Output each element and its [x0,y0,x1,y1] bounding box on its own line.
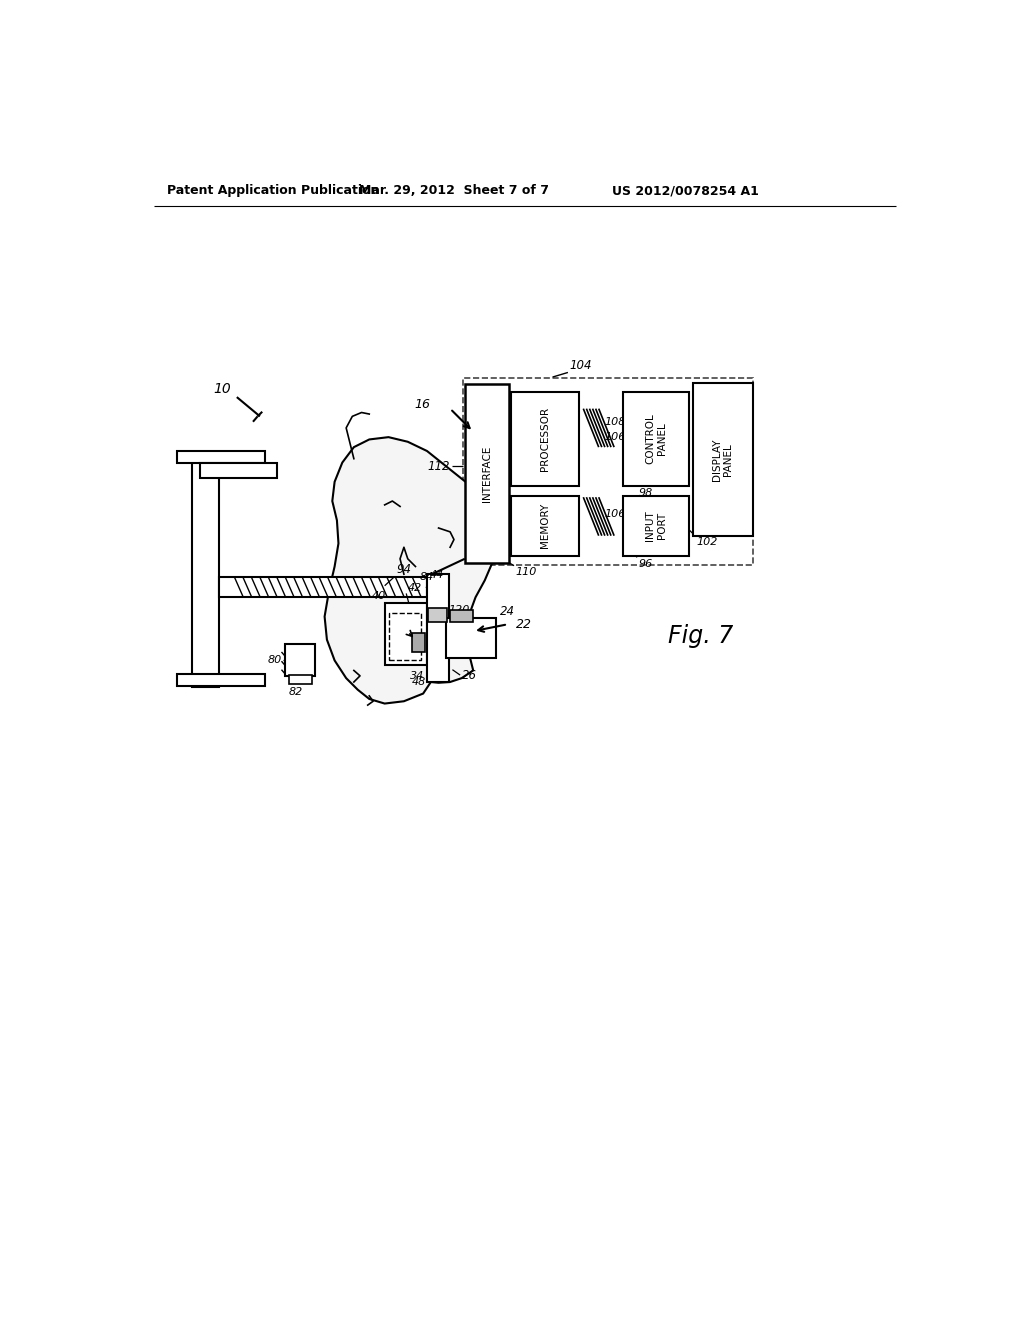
Text: 94: 94 [396,562,412,576]
Text: 16: 16 [415,399,431,412]
Text: 110: 110 [515,568,537,577]
Text: 98: 98 [639,488,653,498]
Text: 22: 22 [515,618,531,631]
Text: Patent Application Publication: Patent Application Publication [167,185,379,197]
Bar [177,673,265,686]
Text: 40: 40 [372,591,386,601]
Bar [465,384,509,562]
Bar [219,577,427,598]
Text: 34: 34 [411,671,425,681]
Bar [177,451,265,463]
Text: 42: 42 [408,582,422,593]
PathPatch shape [325,437,497,704]
Bar [285,644,315,676]
Bar [692,383,753,536]
Text: 120: 120 [449,605,470,615]
Text: 84: 84 [420,572,434,582]
Bar [385,603,427,665]
Text: 112: 112 [428,459,451,473]
Bar [427,574,449,682]
Text: 102: 102 [696,537,718,548]
Bar [511,496,579,556]
Bar [193,457,219,686]
Bar [428,609,447,622]
Text: 82: 82 [289,686,303,697]
Text: Fig. 7: Fig. 7 [668,624,733,648]
Bar [463,378,753,565]
Bar [412,632,425,652]
Bar [624,392,689,487]
Text: Mar. 29, 2012  Sheet 7 of 7: Mar. 29, 2012 Sheet 7 of 7 [359,185,549,197]
Bar [624,496,689,556]
Bar [289,675,312,684]
Text: 26: 26 [462,669,476,682]
Text: DISPLAY
PANEL: DISPLAY PANEL [712,438,733,480]
Text: 10: 10 [214,383,231,396]
Text: 48: 48 [412,677,426,686]
Text: INPUT
PORT: INPUT PORT [645,511,667,541]
Text: INTERFACE: INTERFACE [481,445,492,502]
Text: PROCESSOR: PROCESSOR [540,407,550,471]
Text: 24: 24 [500,605,515,618]
Text: 108: 108 [605,417,627,426]
Text: 96: 96 [639,558,653,569]
Text: MEMORY: MEMORY [540,503,550,548]
Text: 104: 104 [569,359,592,372]
Text: 106: 106 [605,510,627,519]
Text: 44: 44 [429,570,443,581]
Bar [200,462,276,478]
Bar [451,610,473,622]
Text: CONTROL
PANEL: CONTROL PANEL [645,413,667,465]
Text: 80: 80 [267,656,282,665]
Bar [446,618,497,659]
Text: 106: 106 [605,432,627,442]
Bar [511,392,579,487]
Bar [388,612,421,660]
Text: US 2012/0078254 A1: US 2012/0078254 A1 [611,185,759,197]
